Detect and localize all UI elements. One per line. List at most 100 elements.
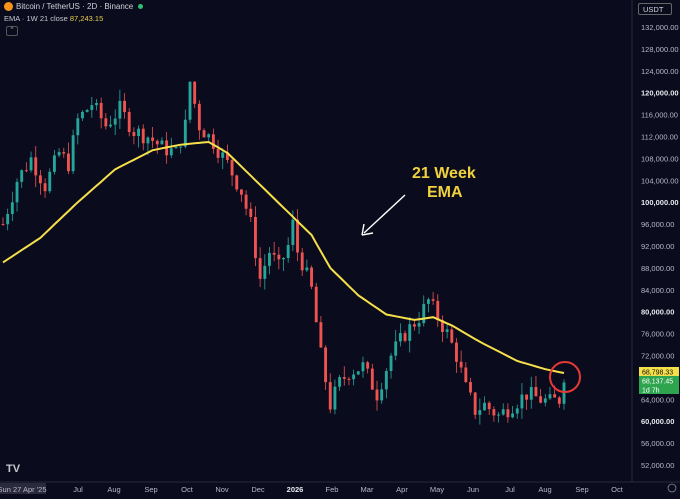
candle-body bbox=[34, 157, 38, 176]
candle-body bbox=[188, 81, 192, 120]
candle-body bbox=[235, 175, 239, 190]
y-tick-label: 52,000.00 bbox=[641, 461, 674, 470]
x-tick-label: Jun bbox=[467, 485, 479, 494]
candle-body bbox=[1, 224, 5, 226]
x-tick-label: Sep bbox=[575, 485, 588, 494]
candle-body bbox=[403, 333, 407, 341]
x-tick-label: Aug bbox=[107, 485, 120, 494]
candle-body bbox=[366, 362, 370, 369]
candle-body bbox=[417, 323, 421, 327]
candle-body bbox=[29, 157, 33, 171]
annotation-arrow-shaft bbox=[363, 194, 406, 234]
y-tick-label: 116,000.00 bbox=[641, 111, 678, 120]
y-tick-label: 100,000.00 bbox=[641, 198, 679, 207]
y-tick-label: 76,000.00 bbox=[641, 330, 674, 339]
y-tick-label: 60,000.00 bbox=[641, 417, 674, 426]
candle-body bbox=[239, 189, 243, 195]
candle-body bbox=[272, 252, 276, 255]
price-tag-label: 1d 7h bbox=[642, 388, 660, 395]
x-tick-label: Aug bbox=[538, 485, 551, 494]
y-tick-label: 112,000.00 bbox=[641, 132, 678, 141]
candle-body bbox=[90, 105, 94, 110]
y-tick-label: 64,000.00 bbox=[641, 395, 674, 404]
candle-body bbox=[361, 362, 365, 372]
collapse-legend-button[interactable]: ^ bbox=[6, 26, 18, 36]
candle-body bbox=[539, 396, 543, 403]
candle-body bbox=[174, 147, 178, 149]
candle-body bbox=[127, 112, 131, 133]
candle-body bbox=[230, 160, 234, 176]
candle-body bbox=[324, 347, 328, 383]
y-tick-label: 92,000.00 bbox=[641, 242, 674, 251]
candle-body bbox=[464, 367, 468, 383]
x-tick-label: Jul bbox=[73, 485, 83, 494]
candle-body bbox=[436, 300, 440, 321]
candle-body bbox=[225, 152, 229, 161]
candle-body bbox=[314, 286, 318, 323]
candle-body bbox=[160, 140, 164, 145]
candle-body bbox=[497, 414, 500, 416]
candle-body bbox=[277, 254, 281, 260]
candle-body bbox=[113, 118, 117, 125]
indicator-legend[interactable]: EMA · 1W 21 close 87,243.15 bbox=[4, 14, 103, 23]
candle-body bbox=[445, 329, 449, 332]
candle-body bbox=[146, 137, 150, 144]
candle-body bbox=[529, 387, 533, 400]
indicator-name: EMA · 1W 21 close bbox=[4, 14, 68, 23]
candle-body bbox=[15, 181, 19, 203]
symbol-title[interactable]: Bitcoin / TetherUS · 2D · Binance bbox=[16, 2, 134, 11]
bitcoin-icon bbox=[4, 2, 13, 11]
candle-body bbox=[394, 341, 398, 356]
candle-body bbox=[109, 124, 112, 127]
candle-body bbox=[352, 374, 356, 380]
candle-body bbox=[211, 134, 215, 149]
x-tick-label: Feb bbox=[326, 485, 339, 494]
candle-body bbox=[296, 219, 299, 253]
candle-body bbox=[525, 394, 529, 400]
candle-body bbox=[375, 389, 379, 401]
candle-body bbox=[398, 333, 402, 342]
candle-body bbox=[426, 299, 430, 304]
candle-body bbox=[76, 118, 80, 136]
candle-body bbox=[169, 148, 173, 156]
y-tick-label: 104,000.00 bbox=[641, 176, 679, 185]
candle-body bbox=[179, 146, 183, 148]
chart-header: Bitcoin / TetherUS · 2D · Binance bbox=[4, 2, 144, 11]
candle-body bbox=[562, 382, 566, 404]
candle-body bbox=[370, 368, 374, 390]
candle-body bbox=[207, 134, 211, 138]
candle-body bbox=[310, 267, 313, 287]
candle-body bbox=[123, 100, 126, 113]
x-tick-label: Oct bbox=[181, 485, 194, 494]
candle-body bbox=[104, 118, 108, 127]
y-tick-label: 128,000.00 bbox=[641, 45, 679, 54]
y-tick-label: 56,000.00 bbox=[641, 439, 674, 448]
currency-button[interactable]: USDT bbox=[638, 3, 672, 15]
y-tick-label: 96,000.00 bbox=[641, 220, 674, 229]
candle-body bbox=[48, 171, 52, 192]
go-to-realtime-icon[interactable] bbox=[667, 483, 677, 493]
x-tick-label: Mar bbox=[361, 485, 374, 494]
candle-body bbox=[422, 303, 426, 324]
price-tag-label: 68,137.45 bbox=[642, 379, 673, 386]
candle-body bbox=[193, 81, 197, 104]
candle-body bbox=[183, 119, 187, 147]
candle-body bbox=[473, 392, 477, 415]
y-tick-label: 124,000.00 bbox=[641, 67, 679, 76]
candle-body bbox=[501, 409, 505, 415]
x-tick-label: Sep bbox=[144, 485, 157, 494]
candle-body bbox=[543, 398, 547, 403]
candle-body bbox=[20, 170, 24, 182]
x-tick-label: Nov bbox=[215, 485, 229, 494]
candle-body bbox=[487, 402, 491, 410]
candle-body bbox=[300, 252, 304, 271]
annotation-line2: EMA bbox=[427, 184, 463, 201]
tradingview-logo: TV bbox=[6, 463, 21, 475]
annotation-arrow-head bbox=[361, 223, 374, 236]
x-tick-label: Apr bbox=[396, 485, 408, 494]
price-tag-bg bbox=[639, 367, 679, 376]
candle-body bbox=[52, 155, 56, 172]
candle-body bbox=[511, 413, 515, 418]
